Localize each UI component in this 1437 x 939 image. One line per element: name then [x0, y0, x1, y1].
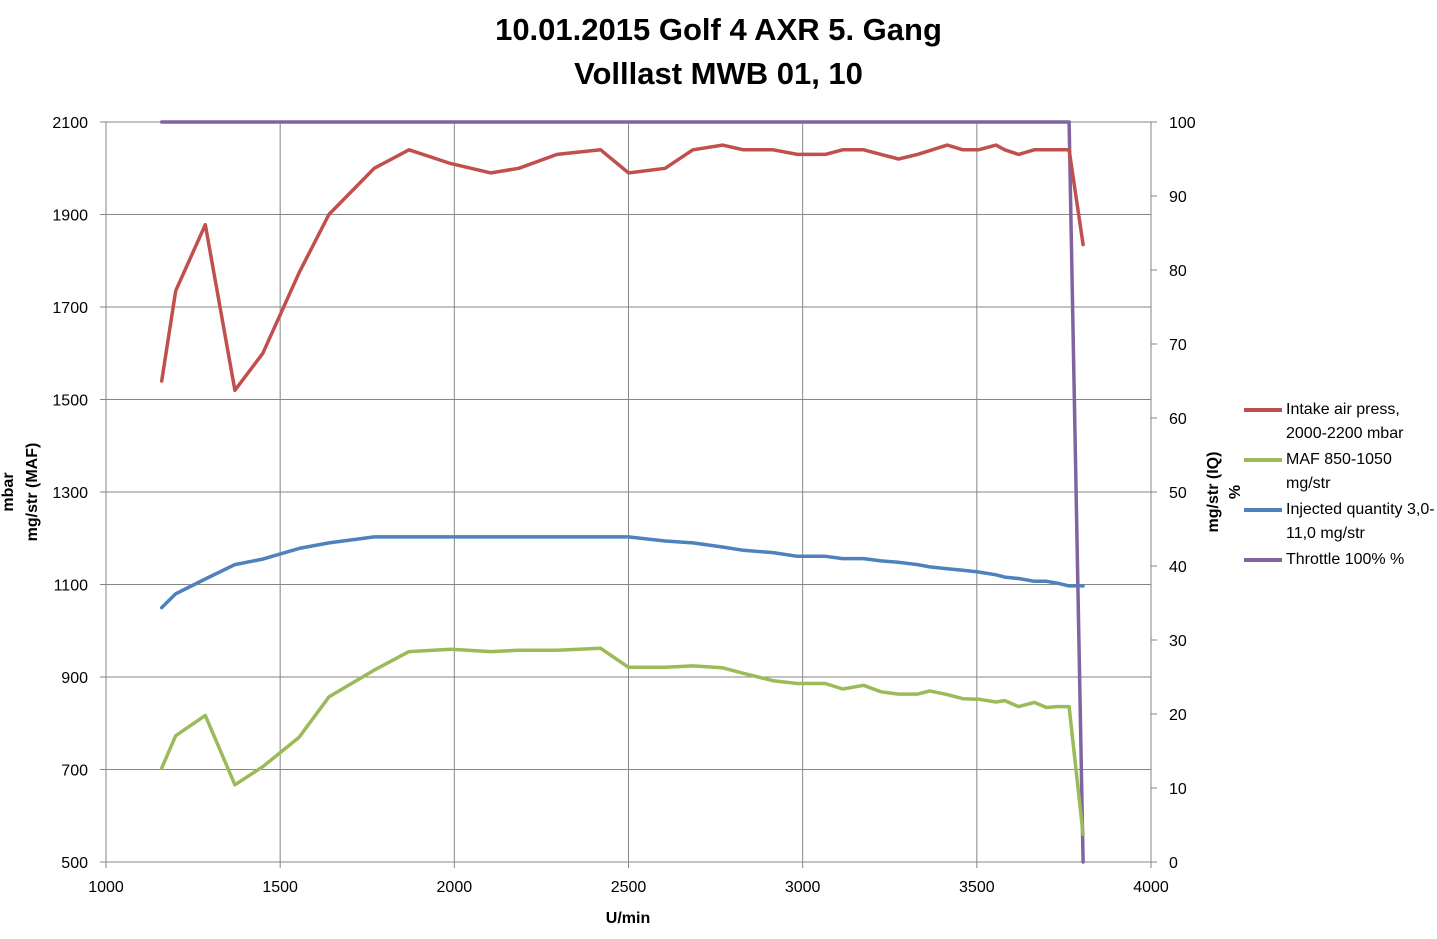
- chart-title: 10.01.2015 Golf 4 AXR 5. Gang: [495, 12, 942, 47]
- y-right-tick-label: 70: [1169, 337, 1187, 354]
- legend-label: Throttle 100% %: [1286, 551, 1405, 568]
- legend-item-throttle: Throttle 100% %: [1244, 548, 1436, 572]
- y-right-tick-label: 80: [1169, 263, 1187, 280]
- x-tick-label: 1000: [88, 879, 124, 896]
- y-right-tick-label: 100: [1169, 115, 1196, 132]
- x-tick-label: 3500: [959, 879, 995, 896]
- legend-item-intake-air-press: Intake air press, 2000-2200 mbar: [1244, 398, 1436, 446]
- y-left-tick-label: 1500: [52, 393, 88, 410]
- y-right-axis-label-line1: mg/str (IQ): [1205, 452, 1222, 533]
- y-right-tick-label: 40: [1169, 559, 1187, 576]
- y-left-axis-label-line1: mbar: [0, 472, 17, 511]
- legend-swatch: [1244, 408, 1282, 412]
- legend-item-injected-quantity: Injected quantity 3,0-11,0 mg/str: [1244, 498, 1436, 546]
- legend-swatch: [1244, 558, 1282, 562]
- y-left-tick-label: 1700: [52, 300, 88, 317]
- y-right-tick-label: 50: [1169, 485, 1187, 502]
- legend: Intake air press, 2000-2200 mbar MAF 850…: [1244, 398, 1436, 574]
- y-right-tick-label: 20: [1169, 707, 1187, 724]
- x-axis-label: U/min: [606, 910, 650, 927]
- series-line-injected-quantity: [159, 535, 1085, 610]
- y-right-tick-label: 90: [1169, 189, 1187, 206]
- legend-label: MAF 850-1050 mg/str: [1286, 451, 1392, 492]
- y-left-tick-label: 1900: [52, 208, 88, 225]
- y-left-tick-label: 500: [61, 855, 88, 872]
- legend-label: Intake air press, 2000-2200 mbar: [1286, 401, 1404, 442]
- x-tick-label: 3000: [785, 879, 821, 896]
- y-left-tick-label: 700: [61, 763, 88, 780]
- x-tick-labels: 1000 1500 2000 2500 3000 3500 4000: [88, 879, 1169, 896]
- y-right-tick-label: 60: [1169, 411, 1187, 428]
- grid-lines: [105, 121, 1152, 863]
- series-lines: [159, 120, 1085, 864]
- y-left-tick-label: 1100: [54, 578, 89, 595]
- series-line-maf: [159, 646, 1085, 837]
- legend-swatch: [1244, 458, 1282, 462]
- y-right-tick-label: 30: [1169, 633, 1187, 650]
- y-right-tick-labels: 0 10 20 30 40 50 60 70 80 90 100: [1169, 115, 1196, 872]
- y-left-tick-label: 900: [61, 670, 88, 687]
- y-right-tick-label: 10: [1169, 781, 1187, 798]
- x-tick-label: 1500: [262, 879, 298, 896]
- y-right-axis-label: mg/str (IQ) %: [1205, 452, 1244, 533]
- y-right-axis-label-line2: %: [1227, 485, 1244, 499]
- series-line-intake-air-press: [159, 143, 1085, 393]
- series-line-throttle: [159, 120, 1085, 864]
- legend-swatch: [1244, 508, 1282, 512]
- x-tick-label: 2500: [611, 879, 647, 896]
- legend-item-maf: MAF 850-1050 mg/str: [1244, 448, 1436, 496]
- y-right-tick-label: 0: [1169, 855, 1178, 872]
- axes: [100, 121, 1157, 868]
- y-left-tick-labels: 500 700 900 1100 1300 1500 1700 1900 2100: [52, 115, 88, 872]
- x-tick-label: 2000: [437, 879, 473, 896]
- y-left-axis-label-line2: mg/str (MAF): [24, 443, 41, 542]
- y-left-axis-label: mbar mg/str (MAF): [0, 443, 41, 542]
- x-tick-label: 4000: [1133, 879, 1169, 896]
- legend-label: Injected quantity 3,0-11,0 mg/str: [1286, 501, 1435, 542]
- chart-subtitle: Volllast MWB 01, 10: [574, 56, 863, 91]
- y-left-tick-label: 2100: [52, 115, 88, 132]
- y-left-tick-label: 1300: [52, 485, 88, 502]
